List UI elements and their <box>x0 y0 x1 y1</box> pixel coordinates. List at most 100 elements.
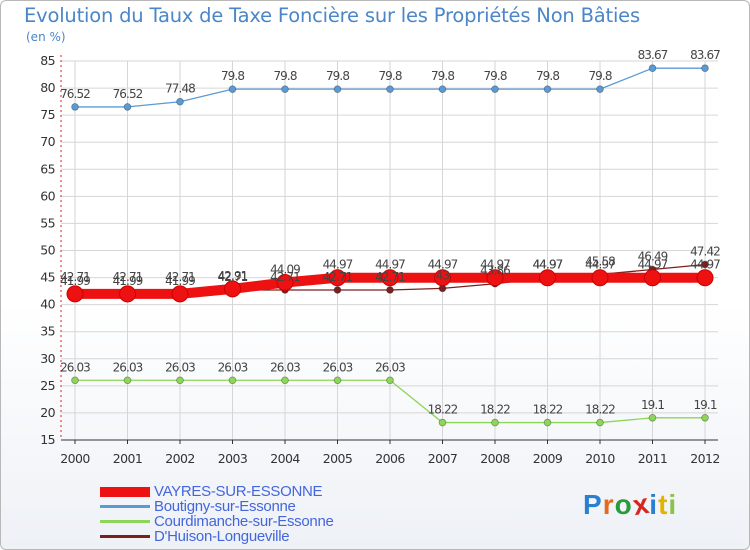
legend-label: VAYRES-SUR-ESSONNE <box>154 483 323 500</box>
data-label: 46.49 <box>638 250 668 264</box>
data-point <box>333 376 342 385</box>
data-label: 42.71 <box>323 270 353 284</box>
data-point <box>228 376 237 385</box>
data-point <box>696 269 714 287</box>
legend-item: Courdimanche-sur-Essonne <box>100 513 400 530</box>
data-label: 79.8 <box>326 69 349 83</box>
data-label: 43.86 <box>480 264 510 278</box>
data-label: 26.03 <box>375 360 405 374</box>
data-label: 26.03 <box>218 360 248 374</box>
data-label: 42.71 <box>165 270 195 284</box>
x-tick-label: 2009 <box>533 451 563 466</box>
data-label: 45.58 <box>585 254 615 268</box>
y-tick-label: 50 <box>40 243 55 258</box>
data-point <box>543 85 552 93</box>
x-tick-label: 2005 <box>323 451 352 466</box>
legend-label: Boutigny-sur-Essonne <box>154 498 296 515</box>
y-tick-label: 40 <box>40 297 55 312</box>
data-point <box>596 85 604 93</box>
data-point <box>66 285 84 303</box>
legend-swatch <box>100 505 150 508</box>
data-label: 18.22 <box>428 403 458 417</box>
data-point <box>644 269 661 287</box>
data-point <box>491 418 499 427</box>
data-point <box>386 376 394 385</box>
data-label: 44.97 <box>690 258 720 272</box>
data-label: 44.97 <box>480 258 510 272</box>
data-point <box>701 64 709 73</box>
data-label: 76.52 <box>60 87 90 101</box>
x-tick-label: 2003 <box>218 451 247 466</box>
data-point <box>543 418 552 427</box>
data-label: 79.8 <box>536 69 559 83</box>
data-label: 42.91 <box>218 269 248 283</box>
legend: VAYRES-SUR-ESSONNE Boutigny-sur-Essonne Co… <box>100 483 400 545</box>
y-tick-label: 20 <box>40 405 55 420</box>
data-label: 79.8 <box>378 69 401 83</box>
data-label: 26.03 <box>113 360 143 374</box>
legend-swatch <box>100 520 150 523</box>
y-tick-label: 55 <box>40 215 55 230</box>
data-label: 18.22 <box>533 403 563 417</box>
data-label: 42.71 <box>218 270 248 284</box>
data-label: 47.42 <box>690 244 720 258</box>
x-tick-label: 2001 <box>113 451 142 466</box>
data-label: 79.8 <box>273 69 296 83</box>
x-tick-label: 2007 <box>428 451 457 466</box>
legend-item: D'Huison-Longueville <box>100 528 400 545</box>
data-label: 41.99 <box>165 274 195 288</box>
data-point <box>381 269 399 287</box>
data-point <box>224 280 241 298</box>
data-label: 41.99 <box>113 274 143 288</box>
data-label: 41.99 <box>60 274 90 288</box>
legend-label: D'Huison-Longueville <box>154 528 290 545</box>
data-label: 19.1 <box>641 398 664 412</box>
data-label: 44.97 <box>533 258 563 272</box>
data-label: 44.97 <box>638 258 668 272</box>
data-point <box>386 85 394 93</box>
x-tick-label: 2012 <box>690 451 719 466</box>
legend-swatch <box>100 486 150 497</box>
y-tick-label: 45 <box>40 270 55 285</box>
data-label: 79.8 <box>221 69 244 83</box>
x-tick-label: 2010 <box>585 451 615 466</box>
x-tick-label: 2008 <box>480 451 510 466</box>
y-tick-label: 35 <box>40 324 55 339</box>
legend-item: Boutigny-sur-Essonne <box>100 498 400 515</box>
data-label: 44.97 <box>585 258 615 272</box>
data-label: 77.48 <box>165 82 195 96</box>
data-point <box>123 103 132 111</box>
data-label: 83.67 <box>638 48 668 62</box>
data-point <box>539 269 556 287</box>
data-label: 26.03 <box>165 360 195 374</box>
x-tick-label: 2011 <box>638 451 667 466</box>
data-point <box>438 85 447 93</box>
data-point <box>491 85 499 93</box>
chart-title: Evolution du Taux de Taxe Foncière sur l… <box>24 4 640 27</box>
data-point <box>648 414 657 422</box>
data-label: 26.03 <box>270 360 300 374</box>
y-tick-label: 25 <box>40 378 55 393</box>
data-point <box>486 269 504 287</box>
data-point <box>276 273 294 291</box>
data-label: 44.97 <box>533 258 563 272</box>
data-point <box>333 85 342 93</box>
chart-unit: (en %) <box>26 30 66 44</box>
data-label: 18.22 <box>480 403 510 417</box>
data-point <box>386 286 394 294</box>
data-point <box>71 103 79 111</box>
data-label: 43 <box>436 268 450 282</box>
data-point <box>438 418 447 427</box>
legend-label: Courdimanche-sur-Essonne <box>154 513 334 530</box>
data-point <box>228 85 237 93</box>
data-point <box>329 269 346 287</box>
data-point <box>701 260 709 269</box>
y-tick-label: 60 <box>40 188 55 203</box>
data-label: 83.67 <box>690 48 720 62</box>
data-label: 26.03 <box>60 360 90 374</box>
data-point <box>281 376 289 385</box>
data-label: 79.8 <box>431 69 454 83</box>
data-point <box>596 418 604 427</box>
x-tick-label: 2002 <box>165 451 194 466</box>
data-point <box>434 269 451 287</box>
